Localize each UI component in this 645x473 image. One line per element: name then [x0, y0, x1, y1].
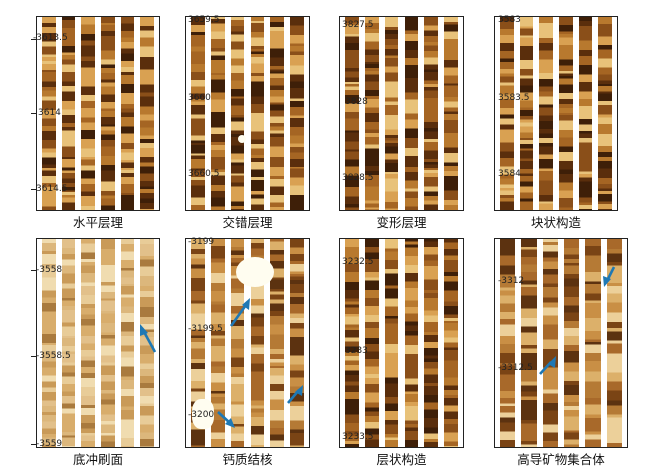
image-strip — [230, 17, 245, 210]
image-strip — [42, 239, 56, 447]
depth-label: 3232.5 — [342, 257, 374, 267]
panel-caption: 块状构造 — [530, 215, 581, 230]
image-strip — [364, 17, 379, 210]
depth-tick — [31, 356, 36, 357]
depth-label: -3558 — [36, 265, 63, 275]
image-strip — [191, 17, 205, 210]
panel-caption: 底冲刷面 — [72, 452, 123, 467]
depth-label: 3583.5 — [498, 93, 530, 103]
image-strip — [42, 17, 56, 210]
depth-label: -3200 — [188, 410, 215, 420]
depth-label: 3233 — [345, 346, 368, 356]
image-strip — [521, 239, 537, 447]
image-strip — [210, 239, 225, 447]
image-strip — [384, 17, 399, 210]
panel-caption: 水平层理 — [72, 215, 123, 230]
depth-label: -3199 — [188, 237, 215, 247]
image-log-frame — [339, 238, 464, 448]
image-log-frame — [494, 238, 628, 448]
image-strip — [564, 239, 580, 447]
image-strip — [61, 239, 76, 447]
depth-tick — [31, 189, 36, 190]
image-log-frame — [185, 238, 310, 448]
nodule-spot — [192, 399, 214, 429]
depth-tick — [31, 444, 36, 445]
depth-label: 3584 — [498, 169, 521, 179]
depth-label: -3559 — [36, 439, 63, 449]
depth-label: 3233.5 — [342, 432, 374, 442]
depth-label: -3613.5 — [33, 33, 68, 43]
image-strip — [404, 17, 419, 210]
image-strip — [542, 239, 558, 447]
image-strip — [384, 239, 399, 447]
image-strip — [120, 17, 135, 210]
image-strip — [606, 239, 622, 447]
image-strip — [444, 239, 458, 447]
image-strip — [140, 239, 154, 447]
image-strip — [345, 239, 359, 447]
image-strip — [250, 17, 265, 210]
image-strip — [598, 17, 612, 210]
depth-label: 3828 — [345, 97, 368, 107]
image-strip — [364, 239, 379, 447]
image-strip — [345, 17, 359, 210]
depth-tick — [31, 39, 36, 40]
panel-caption: 变形层理 — [376, 215, 427, 230]
image-log-frame — [339, 16, 464, 211]
depth-tick — [31, 113, 36, 114]
image-log-frame — [36, 16, 160, 211]
image-strip — [270, 17, 285, 210]
panel-caption: 交错层理 — [222, 215, 273, 230]
image-strip — [578, 17, 593, 210]
image-log-frame — [36, 238, 160, 448]
image-strip — [250, 239, 265, 447]
image-strip — [404, 239, 419, 447]
image-strip — [585, 239, 601, 447]
depth-label: 3827.5 — [342, 20, 374, 30]
image-strip — [500, 239, 516, 447]
depth-label: 3660.5 — [188, 169, 220, 179]
image-strip — [140, 17, 154, 210]
image-strip — [101, 17, 115, 210]
panel-caption: 层状构造 — [376, 452, 427, 467]
image-strip — [519, 17, 534, 210]
depth-tick — [31, 270, 36, 271]
depth-label: 3614 — [38, 108, 61, 118]
image-log-frame — [494, 16, 618, 211]
nodule-spot — [236, 257, 274, 287]
image-strip — [539, 17, 553, 210]
white-spot — [238, 135, 246, 143]
panel-caption: 高导矿物集合体 — [517, 452, 605, 467]
image-strip — [61, 17, 76, 210]
image-strip — [191, 239, 205, 447]
depth-label: -3199.5 — [188, 324, 223, 334]
depth-label: 3614.5 — [36, 184, 68, 194]
image-strip — [210, 17, 225, 210]
image-strip — [424, 17, 439, 210]
image-strip — [81, 17, 95, 210]
image-strip — [120, 239, 135, 447]
depth-label: 3583 — [498, 15, 521, 25]
depth-label: -3312.5 — [498, 363, 533, 373]
depth-label: 3660 — [188, 93, 211, 103]
panel-caption: 钙质结核 — [222, 452, 273, 467]
image-strip — [559, 17, 573, 210]
image-strip — [500, 17, 514, 210]
depth-label: -3558.5 — [36, 351, 71, 361]
image-strip — [424, 239, 439, 447]
image-strip — [81, 239, 95, 447]
image-log-frame — [185, 16, 310, 211]
image-strip — [230, 239, 245, 447]
depth-label: 3828.5 — [342, 173, 374, 183]
image-strip — [290, 17, 304, 210]
depth-label: -3312 — [498, 276, 525, 286]
depth-label: 3659.5 — [188, 15, 220, 25]
image-strip — [444, 17, 458, 210]
image-strip — [101, 239, 115, 447]
image-strip — [270, 239, 285, 447]
